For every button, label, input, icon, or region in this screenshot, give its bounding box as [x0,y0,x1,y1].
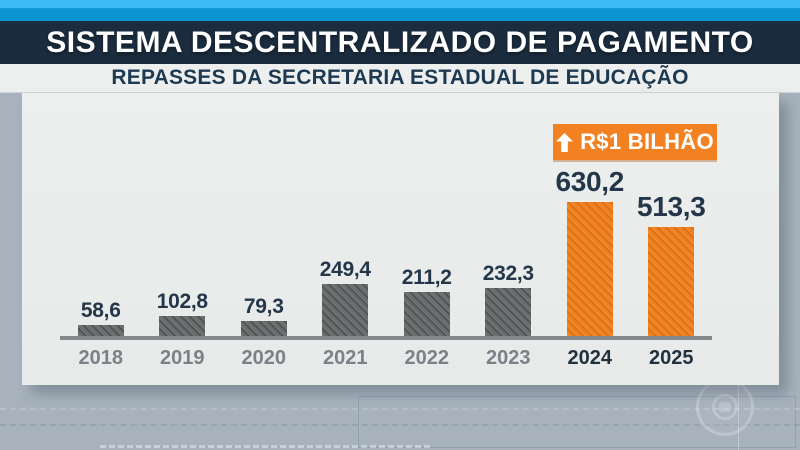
up-arrow-icon [556,132,574,152]
bar-year-label: 2024 [567,347,613,369]
bar-column: 249,4 2021 [305,93,387,370]
badge-label: R$1 BILHÃO [580,129,714,154]
bar [485,288,532,338]
bar-value-label: 79,3 [243,295,284,318]
bar-year-label: 2023 [486,347,531,369]
background-pattern-line [100,445,430,448]
bar-chart: 58,6 2018 102,8 2019 79,3 2020 249,4 2021 211,2 2… [60,93,712,370]
bar-year-label: 2025 [649,347,694,369]
bar-value-label: 58,6 [80,299,121,322]
page-title: SISTEMA DESCENTRALIZADO DE PAGAMENTO [46,25,754,59]
bar [159,316,206,338]
page-subtitle: REPASSES DA SECRETARIA ESTADUAL DE EDUCA… [111,66,689,89]
bar-year-label: 2018 [78,347,124,369]
bar-value-label: 211,2 [401,266,452,289]
highlight-badge: R$1 BILHÃO [553,124,717,160]
bar-year-label: 2022 [404,347,450,369]
bar-value-label: 630,2 [555,166,625,197]
bar-column: 630,2 2024 [549,93,631,370]
bar-value-label: 513,3 [636,191,706,222]
bar-year-label: 2019 [160,347,205,369]
bar [403,292,450,338]
chart-panel: R$1 BILHÃO 58,6 2018 102,8 2019 79,3 2020 249,… [22,93,779,385]
background-pattern-line [0,424,800,426]
globo-logo-watermark [696,378,754,436]
bar-column: 232,3 2023 [468,93,550,370]
bar-value-label: 249,4 [319,258,371,281]
bar [77,325,124,338]
bar-column: 102,8 2019 [142,93,224,370]
subtitle-bar: REPASSES DA SECRETARIA ESTADUAL DE EDUCA… [0,64,800,93]
bar-column: 513,3 2025 [631,93,713,370]
bar-column: 58,6 2018 [60,93,142,370]
bar [566,202,613,338]
bar-year-label: 2020 [241,347,287,369]
bar [322,284,369,338]
globo-logo-screen [719,402,731,412]
bar-column: 79,3 2020 [223,93,305,370]
title-bar: SISTEMA DESCENTRALIZADO DE PAGAMENTO [0,21,800,64]
bar-column: 211,2 2022 [386,93,468,370]
bar [648,227,695,338]
bar-value-label: 102,8 [156,290,208,313]
globo-logo-inner-circle [712,394,738,420]
x-axis-line [60,336,712,340]
bar-value-label: 232,3 [482,262,534,285]
top-blue-strip [0,0,800,21]
background-pattern-line [0,408,800,410]
bar [240,321,287,338]
bar-year-label: 2021 [323,347,368,369]
